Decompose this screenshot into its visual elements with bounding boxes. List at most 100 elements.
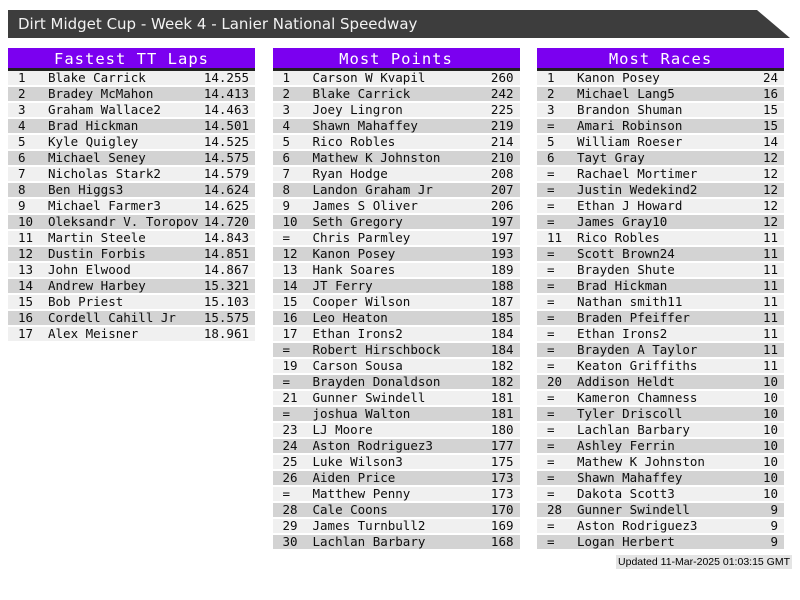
- table-row: 16 Leo Heaton 185: [272, 311, 520, 325]
- table-row: 1 Carson W Kvapil 260: [272, 71, 520, 85]
- row-driver-name: Graham Wallace2: [48, 103, 161, 117]
- row-value: 182: [490, 359, 514, 373]
- row-rank: 11: [18, 231, 34, 245]
- table-row: 23 LJ Moore 180: [272, 423, 520, 437]
- row-rank: 8: [18, 183, 26, 197]
- row-driver-name: Nathan smith11: [577, 295, 683, 309]
- row-driver-name: Logan Herbert: [577, 535, 675, 549]
- row-value: 207: [490, 183, 514, 197]
- row-driver-name: Dustin Forbis: [48, 247, 146, 261]
- table-row: 2 Michael Lang5 16: [537, 87, 784, 101]
- row-driver-name: Landon Graham Jr: [312, 183, 433, 197]
- row-rank: 19: [282, 359, 298, 373]
- row-driver-name: James S Oliver: [312, 199, 418, 213]
- row-driver-name: Rachael Mortimer: [577, 167, 698, 181]
- row-driver-name: Brad Hickman: [577, 279, 668, 293]
- row-rank: 30: [282, 535, 298, 549]
- row-value: 11: [762, 279, 778, 293]
- row-value: 10: [762, 375, 778, 389]
- row-value: 10: [762, 487, 778, 501]
- table-row: 16 Cordell Cahill Jr 15.575: [8, 311, 255, 325]
- row-value: 18.961: [203, 327, 249, 341]
- row-value: 214: [490, 135, 514, 149]
- table-row: 24 Aston Rodriguez3 177: [272, 439, 520, 453]
- row-value: 181: [490, 391, 514, 405]
- row-value: 197: [490, 231, 514, 245]
- row-driver-name: Cordell Cahill Jr: [48, 311, 176, 325]
- table-row: 6 Michael Seney 14.575: [8, 151, 255, 165]
- row-rank: 10: [18, 215, 34, 229]
- row-value: 12: [762, 199, 778, 213]
- row-value: 10: [762, 407, 778, 421]
- row-driver-name: Rico Robles: [577, 231, 660, 245]
- table-row: 1 Blake Carrick 14.255: [8, 71, 255, 85]
- table-row: 2 Bradey McMahon 14.413: [8, 87, 255, 101]
- row-rank: 14: [18, 279, 34, 293]
- row-rank: 5: [282, 135, 291, 149]
- row-value: 260: [490, 71, 514, 85]
- row-rank: 24: [282, 439, 298, 453]
- row-value: 10: [762, 455, 778, 469]
- table-row: = Chris Parmley 197: [272, 231, 520, 245]
- row-rank: 1: [282, 71, 291, 85]
- table-row: = Brayden Shute 11: [537, 263, 784, 277]
- row-rank: 7: [282, 167, 291, 181]
- panel-title-fastest-tt-laps: Fastest TT Laps: [8, 48, 255, 71]
- row-driver-name: Kanon Posey: [312, 247, 396, 261]
- row-value: 12: [762, 215, 778, 229]
- table-row: = Lachlan Barbary 10: [537, 423, 784, 437]
- row-value: 219: [490, 119, 514, 133]
- row-driver-name: Justin Wedekind2: [577, 183, 698, 197]
- row-driver-name: Michael Seney: [48, 151, 146, 165]
- row-driver-name: Martin Steele: [48, 231, 146, 245]
- row-rank: 9: [18, 199, 26, 213]
- row-driver-name: James Turnbull2: [312, 519, 426, 533]
- row-driver-name: Keaton Griffiths: [577, 359, 698, 373]
- table-row: 14 JT Ferry 188: [272, 279, 520, 293]
- updated-timestamp: Updated 11-Mar-2025 01:03:15 GMT: [616, 555, 792, 569]
- row-value: 210: [490, 151, 514, 165]
- row-driver-name: Bob Priest: [48, 295, 124, 309]
- table-row: = Braden Pfeiffer 11: [537, 311, 784, 325]
- row-rank: =: [547, 359, 555, 373]
- most-races-rows: 1 Kanon Posey 24 2 Michael Lang5 16 3 Brandon S…: [537, 71, 784, 549]
- table-row: 4 Brad Hickman 14.501: [8, 119, 255, 133]
- table-row: 14 Andrew Harbey 15.321: [8, 279, 255, 293]
- row-value: 14.525: [203, 135, 249, 149]
- row-rank: =: [547, 439, 555, 453]
- row-rank: 21: [282, 391, 298, 405]
- table-row: 25 Luke Wilson3 175: [272, 455, 520, 469]
- row-value: 14.501: [203, 119, 249, 133]
- row-driver-name: Ashley Ferrin: [577, 439, 675, 453]
- row-rank: 28: [282, 503, 298, 517]
- table-row: = Keaton Griffiths 11: [537, 359, 784, 373]
- table-row: 4 Shawn Mahaffey 219: [272, 119, 520, 133]
- row-value: 184: [490, 343, 514, 357]
- row-value: 169: [490, 519, 514, 533]
- row-value: 168: [490, 535, 514, 549]
- row-value: 173: [490, 487, 514, 501]
- row-rank: =: [547, 295, 555, 309]
- row-rank: 26: [282, 471, 298, 485]
- row-rank: =: [547, 327, 555, 341]
- row-value: 14: [762, 135, 778, 149]
- row-rank: 25: [282, 455, 298, 469]
- row-rank: 29: [282, 519, 298, 533]
- row-rank: =: [547, 199, 555, 213]
- row-driver-name: Brad Hickman: [48, 119, 139, 133]
- row-rank: 13: [18, 263, 34, 277]
- row-driver-name: Andrew Harbey: [48, 279, 146, 293]
- table-row: = Scott Brown24 11: [537, 247, 784, 261]
- row-rank: 15: [282, 295, 298, 309]
- row-driver-name: Alex Meisner: [48, 327, 139, 341]
- row-driver-name: Nicholas Stark2: [48, 167, 161, 181]
- panel-most-points: Most Points 1 Carson W Kvapil 260 2 Blake Ca…: [272, 48, 520, 551]
- table-row: 12 Dustin Forbis 14.851: [8, 247, 255, 261]
- row-rank: 4: [282, 119, 291, 133]
- table-row: = Aston Rodriguez3 9: [537, 519, 784, 533]
- row-driver-name: Addison Heldt: [577, 375, 675, 389]
- row-value: 11: [762, 359, 778, 373]
- table-row: 13 Hank Soares 189: [272, 263, 520, 277]
- row-driver-name: Blake Carrick: [48, 71, 146, 85]
- row-value: 10: [762, 471, 778, 485]
